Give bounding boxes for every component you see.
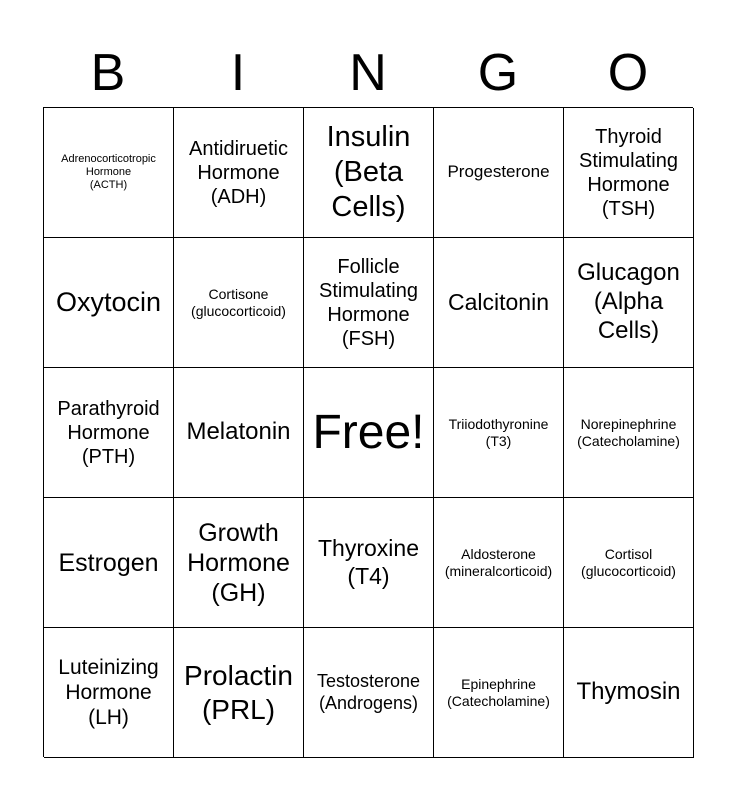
- bingo-cell[interactable]: Oxytocin: [44, 238, 174, 368]
- bingo-cell[interactable]: Luteinizing Hormone (LH): [44, 628, 174, 758]
- bingo-cell[interactable]: Testosterone (Androgens): [304, 628, 434, 758]
- bingo-cell[interactable]: Epinephrine (Catecholamine): [434, 628, 564, 758]
- bingo-cell[interactable]: Growth Hormone (GH): [174, 498, 304, 628]
- header-letter-n: N: [349, 44, 387, 102]
- bingo-cell[interactable]: Thyroxine (T4): [304, 498, 434, 628]
- bingo-cell[interactable]: Estrogen: [44, 498, 174, 628]
- free-space-cell[interactable]: Free!: [304, 368, 434, 498]
- bingo-cell[interactable]: Triiodothyronine (T3): [434, 368, 564, 498]
- bingo-header: B I N G O: [43, 38, 693, 108]
- header-letter-g: G: [477, 44, 519, 102]
- bingo-cell[interactable]: Prolactin (PRL): [174, 628, 304, 758]
- bingo-cell[interactable]: Progesterone: [434, 108, 564, 238]
- bingo-grid: Adrenocorticotropic Hormone (ACTH) Antidi…: [43, 107, 694, 758]
- header-letter-b: B: [90, 44, 126, 102]
- bingo-cell[interactable]: Calcitonin: [434, 238, 564, 368]
- bingo-cell[interactable]: Thymosin: [564, 628, 694, 758]
- bingo-cell[interactable]: Parathyroid Hormone (PTH): [44, 368, 174, 498]
- bingo-cell[interactable]: Cortisone (glucocorticoid): [174, 238, 304, 368]
- bingo-cell[interactable]: Glucagon (Alpha Cells): [564, 238, 694, 368]
- bingo-cell[interactable]: Melatonin: [174, 368, 304, 498]
- bingo-cell[interactable]: Follicle Stimulating Hormone (FSH): [304, 238, 434, 368]
- bingo-cell[interactable]: Antidiruetic Hormone (ADH): [174, 108, 304, 238]
- header-letter-o: O: [607, 44, 649, 102]
- bingo-cell[interactable]: Cortisol (glucocorticoid): [564, 498, 694, 628]
- bingo-cell[interactable]: Adrenocorticotropic Hormone (ACTH): [44, 108, 174, 238]
- bingo-cell[interactable]: Insulin (Beta Cells): [304, 108, 434, 238]
- bingo-cell[interactable]: Thyroid Stimulating Hormone (TSH): [564, 108, 694, 238]
- header-letter-i: I: [230, 44, 246, 102]
- bingo-cell[interactable]: Aldosterone (mineralcorticoid): [434, 498, 564, 628]
- bingo-cell[interactable]: Norepinephrine (Catecholamine): [564, 368, 694, 498]
